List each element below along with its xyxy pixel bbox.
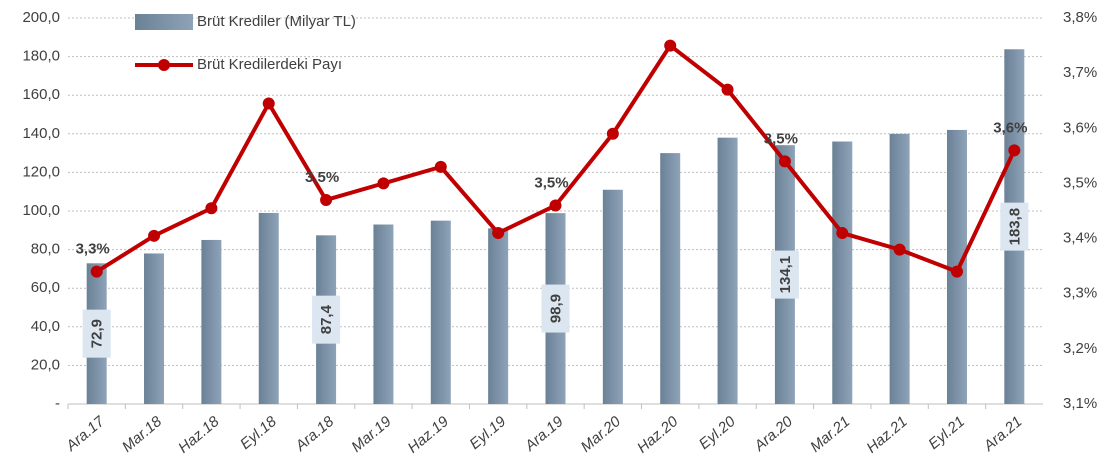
- y2-tick-label: 3,5%: [1063, 174, 1097, 191]
- line-value-label: 3,5%: [534, 174, 568, 191]
- line-marker: [148, 229, 161, 242]
- bar: [832, 141, 853, 404]
- x-tick-label: Eyl.18: [237, 413, 280, 453]
- label-box: [82, 309, 111, 358]
- y-tick-label: -: [55, 395, 60, 412]
- line-marker: [492, 227, 505, 240]
- y-tick-label: 100,0: [22, 202, 60, 219]
- legend-swatch: [135, 14, 193, 30]
- y2-tick-label: 3,7%: [1063, 64, 1097, 81]
- bar: [258, 212, 279, 404]
- bar-value-label: 183,8: [1000, 202, 1029, 251]
- y-tick-label: 20,0: [31, 356, 60, 373]
- x-tick-label: Haz.21: [863, 413, 910, 457]
- line-marker: [90, 265, 103, 278]
- line-marker: [950, 265, 963, 278]
- y2-tick-label: 3,1%: [1063, 395, 1097, 412]
- bar: [201, 239, 222, 404]
- y2-tick-label: 3,6%: [1063, 119, 1097, 136]
- y-tick-label: 60,0: [31, 279, 60, 296]
- line-marker: [1008, 144, 1021, 157]
- bar: [889, 133, 910, 405]
- bar: [602, 189, 623, 404]
- bar-value-text: 98,9: [547, 294, 564, 323]
- line-marker: [320, 193, 333, 206]
- x-tick-label: Eyl.19: [466, 413, 509, 453]
- line-marker: [664, 39, 677, 52]
- bar-value-label: 87,4: [312, 295, 341, 344]
- legend-label: Brüt Kredilerdeki Payı: [197, 56, 342, 73]
- x-tick-label: Ara.17: [62, 413, 108, 455]
- bar-value-text: 87,4: [318, 304, 335, 334]
- y2-tick-label: 3,2%: [1063, 340, 1097, 357]
- y2-tick-label: 3,3%: [1063, 285, 1097, 302]
- bar: [660, 153, 681, 404]
- x-tick-label: Haz.19: [405, 413, 453, 457]
- x-tick-label: Ara.18: [292, 413, 338, 455]
- y2-tick-label: 3,4%: [1063, 230, 1097, 247]
- line-marker: [377, 177, 390, 190]
- x-tick-label: Eyl.21: [925, 413, 968, 453]
- x-tick-label: Mar.21: [807, 413, 853, 456]
- line-value-label: 3,3%: [76, 241, 110, 258]
- bar: [430, 220, 451, 404]
- line-marker: [836, 227, 849, 240]
- bar-value-label: 98,9: [541, 284, 570, 333]
- y2-tick-label: 3,8%: [1063, 9, 1097, 26]
- bar-value-text: 134,1: [777, 256, 794, 294]
- x-tick-label: Ara.21: [980, 413, 1026, 455]
- x-tick-label: Haz.18: [175, 413, 223, 457]
- line-value-label: 3,6%: [993, 119, 1027, 136]
- legend-label: Brüt Krediler (Milyar TL): [197, 13, 356, 30]
- bar-value-text: 72,9: [89, 319, 106, 348]
- line-marker: [549, 199, 562, 212]
- line-marker: [721, 83, 734, 96]
- bar-value-label: 134,1: [770, 250, 799, 299]
- bar: [144, 253, 165, 404]
- line-marker: [205, 202, 218, 215]
- y-tick-label: 140,0: [22, 125, 60, 142]
- x-tick-label: Haz.20: [634, 413, 682, 457]
- y-tick-label: 40,0: [31, 318, 60, 335]
- label-box: [541, 284, 570, 333]
- x-tick-label: Ara.20: [750, 413, 796, 455]
- x-tick-label: Mar.20: [578, 413, 625, 456]
- line-marker: [434, 160, 447, 173]
- bar-value-text: 183,8: [1006, 208, 1023, 246]
- line-value-label: 3,5%: [305, 169, 339, 186]
- bar: [488, 228, 509, 404]
- line-marker: [262, 97, 275, 110]
- x-tick-label: Eyl.20: [696, 413, 739, 453]
- x-tick-label: Mar.18: [119, 413, 166, 456]
- y-tick-label: 180,0: [22, 48, 60, 65]
- y-tick-label: 200,0: [22, 9, 60, 26]
- label-box: [770, 250, 799, 299]
- label-box: [312, 295, 341, 344]
- line-marker: [893, 243, 906, 256]
- label-box: [1000, 202, 1029, 251]
- line-value-label: 3,5%: [764, 130, 798, 147]
- y-tick-label: 160,0: [22, 86, 60, 103]
- bar-value-label: 72,9: [82, 309, 111, 358]
- x-tick-label: Ara.19: [521, 413, 567, 455]
- bar: [373, 224, 394, 404]
- x-tick-label: Mar.19: [348, 413, 395, 456]
- line-marker: [778, 155, 791, 168]
- bar: [717, 137, 738, 404]
- legend-marker: [158, 59, 170, 71]
- line-marker: [606, 127, 619, 140]
- y-tick-label: 80,0: [31, 241, 60, 258]
- y-tick-label: 120,0: [22, 163, 60, 180]
